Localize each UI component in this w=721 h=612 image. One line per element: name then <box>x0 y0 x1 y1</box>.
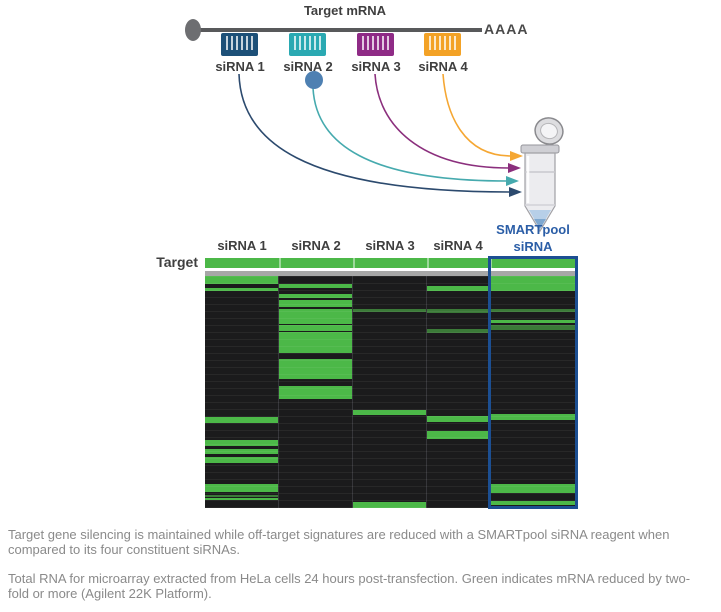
sirna1-pool-curve-icon <box>238 73 511 193</box>
column-header-sirna1: siRNA 1 <box>217 238 267 253</box>
poly-a-tail-label: AAAA <box>484 21 529 37</box>
silenced-gene-stripe <box>427 329 489 333</box>
silenced-gene-stripe <box>490 309 578 312</box>
mrna-schematic <box>185 19 564 233</box>
column-header-sirna3: siRNA 3 <box>365 238 415 253</box>
figure-title: Target mRNA <box>303 3 387 18</box>
column-divider <box>490 258 492 268</box>
silenced-gene-stripe <box>490 325 578 330</box>
microarray-heatmap <box>205 256 578 509</box>
heatmap-column-5 <box>490 276 578 508</box>
silenced-gene-stripe <box>205 449 278 454</box>
sirna4-arrowhead-icon <box>510 151 523 161</box>
caption-paragraph-2: Total RNA for microarray extracted from … <box>8 571 691 602</box>
smartpool-header-line1: SMARTpool <box>496 222 570 237</box>
sirna1-label: siRNA 1 <box>215 59 265 74</box>
silenced-gene-stripe <box>427 416 489 422</box>
column-divider <box>279 258 281 268</box>
silenced-gene-stripe <box>490 484 578 493</box>
silenced-gene-stripe <box>205 495 278 497</box>
heatmap-column-4 <box>427 276 490 508</box>
silenced-gene-stripe <box>205 457 278 463</box>
heatmap-columns <box>205 276 578 508</box>
silenced-gene-stripe <box>279 325 352 331</box>
silenced-gene-stripe <box>279 386 352 399</box>
sirna1-arrowhead-icon <box>509 187 522 197</box>
silenced-gene-stripe <box>427 309 489 313</box>
sirna2-label: siRNA 2 <box>283 59 333 74</box>
silenced-gene-stripe <box>205 484 278 492</box>
silenced-gene-stripe <box>353 502 426 508</box>
silenced-gene-stripe <box>427 286 489 291</box>
silenced-gene-stripe <box>279 300 352 307</box>
column-header-sirna2: siRNA 2 <box>291 238 341 253</box>
sirna2-arrowhead-icon <box>506 176 519 186</box>
sirna3-arrowhead-icon <box>508 163 521 173</box>
microtube-icon <box>520 117 564 233</box>
sirna4-duplex-icon <box>424 33 461 56</box>
target-row-label: Target <box>156 254 198 270</box>
column-divider <box>427 258 429 268</box>
sirna3-duplex-icon <box>357 33 394 56</box>
mrna-cap-icon <box>185 19 201 41</box>
silenced-gene-stripe <box>205 417 278 423</box>
sirna4-label: siRNA 4 <box>418 59 468 74</box>
silenced-gene-stripe <box>205 440 278 446</box>
silenced-gene-stripe <box>427 431 489 439</box>
silenced-gene-stripe <box>205 498 278 500</box>
silenced-gene-stripe <box>279 294 352 298</box>
heatmap-column-3 <box>353 276 427 508</box>
silenced-gene-stripe <box>353 410 426 415</box>
sirna2-dot-icon <box>305 71 323 89</box>
sirna3-pool-curve-icon <box>374 73 510 169</box>
heatmap-column-1 <box>205 276 279 508</box>
silenced-gene-stripe <box>279 359 352 379</box>
silenced-gene-stripe <box>279 332 352 353</box>
sirna2-duplex-icon <box>289 33 326 56</box>
column-header-sirna4: siRNA 4 <box>433 238 483 253</box>
sirna2-pool-curve-icon <box>312 87 508 182</box>
silenced-gene-stripe <box>353 309 426 312</box>
sirna1-duplex-icon <box>221 33 258 56</box>
smartpool-highlight-box <box>488 256 578 509</box>
sirna3-label: siRNA 3 <box>351 59 401 74</box>
smartpool-column-header: SMARTpool siRNA <box>483 221 583 255</box>
smartpool-header-line2: siRNA <box>513 239 553 254</box>
column-divider <box>353 258 355 268</box>
silenced-gene-stripe <box>205 288 278 291</box>
caption-paragraph-1: Target gene silencing is maintained whil… <box>8 527 670 558</box>
silenced-gene-stripe <box>279 284 352 288</box>
silenced-gene-stripe <box>279 309 352 324</box>
target-gene-row <box>205 258 578 268</box>
silenced-gene-stripe <box>490 320 578 323</box>
sirna4-pool-curve-icon <box>442 73 512 157</box>
silenced-gene-stripe <box>490 276 578 291</box>
heatmap-column-2 <box>279 276 353 508</box>
silenced-gene-stripe <box>490 501 578 505</box>
separator-gray-row <box>205 271 578 276</box>
silenced-gene-stripe <box>490 414 578 420</box>
silenced-gene-stripe <box>205 276 278 284</box>
